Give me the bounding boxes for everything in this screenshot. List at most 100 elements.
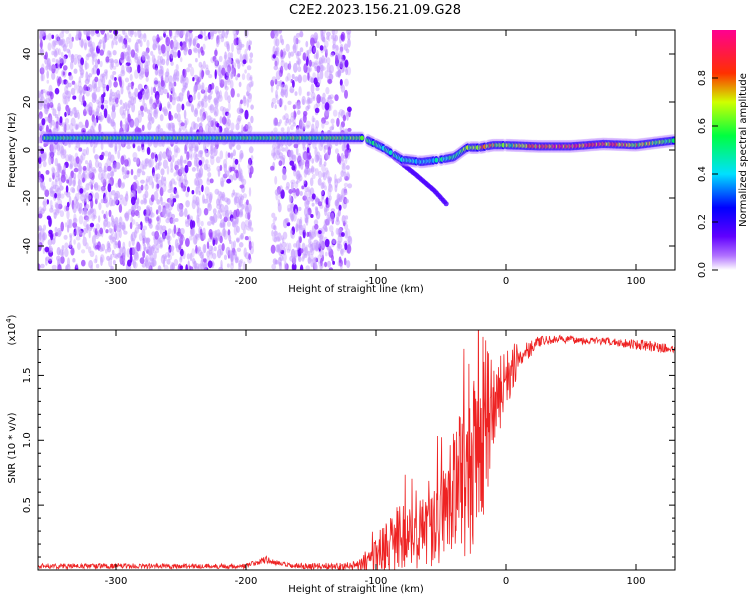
noise-blob [347,235,353,246]
noise-blob [116,225,122,233]
noise-blob [73,239,76,245]
noise-blob [292,122,297,127]
noise-blob [214,69,217,80]
noise-blob [303,180,308,188]
noise-blob [132,181,137,192]
x-tick-label: 0 [503,576,509,587]
noise-blob [297,66,302,73]
noise-blob [206,115,212,123]
noise-blob [284,218,289,224]
noise-blob [46,102,50,110]
noise-blob [310,233,315,240]
noise-blob [93,52,99,57]
noise-blob [98,202,102,211]
noise-blob [340,84,343,89]
noise-blob [205,141,210,148]
noise-blob [128,91,132,99]
noise-blob [159,224,163,235]
noise-blob [113,59,119,64]
noise-blob [297,74,303,84]
noise-blob [231,241,235,251]
noise-blob [106,240,111,251]
noise-blob [95,58,99,69]
noise-blob [249,171,252,179]
noise-blob [290,124,294,131]
noise-blob [109,88,113,99]
noise-blob [173,39,179,50]
noise-blob [166,165,170,175]
noise-blob [308,189,312,199]
noise-blob [57,203,63,210]
noise-blob [304,187,310,192]
noise-blob [346,30,352,35]
noise-blob [193,123,199,130]
noise-blob [158,206,162,212]
noise-blob [84,204,90,209]
noise-blob [328,184,333,193]
noise-blob [244,109,249,120]
noise-blob [195,153,199,159]
noise-blob [185,220,190,228]
noise-blob [79,64,84,69]
noise-blob [144,213,150,223]
noise-blob [176,175,182,182]
noise-blob [212,208,217,215]
noise-blob [84,42,87,51]
noise-blob [207,121,212,127]
noise-blob [246,83,251,93]
noise-blob [233,38,238,46]
noise-blob [55,202,59,209]
noise-blob [97,185,101,192]
noise-blob [192,235,198,245]
noise-blob [305,50,309,56]
noise-blob [119,106,124,116]
noise-blob [294,76,299,82]
noise-blob [144,64,150,73]
noise-blob [295,180,299,185]
noise-blob [91,56,95,66]
noise-blob [141,262,146,268]
noise-blob [310,83,315,94]
noise-blob [226,112,231,119]
noise-blob [312,117,316,123]
noise-blob [77,226,81,234]
noise-blob [315,52,319,60]
noise-blob [232,149,236,157]
noise-blob [295,188,300,197]
noise-blob [175,64,179,71]
noise-blob [240,233,244,240]
noise-blob [289,202,294,209]
noise-blob [151,258,156,267]
noise-blob [230,252,235,262]
noise-blob [337,242,341,249]
noise-blob [202,244,206,254]
noise-blob [202,194,205,204]
noise-blob [343,171,347,180]
noise-blob [140,179,145,184]
noise-blob [168,111,172,121]
noise-blob [70,247,75,256]
noise-blob [108,227,113,233]
noise-blob [304,190,308,200]
noise-blob [215,233,220,241]
noise-blob [332,44,335,51]
noise-blob [178,211,183,217]
noise-blob [63,234,68,240]
noise-blob [324,152,330,160]
noise-blob [197,34,203,39]
noise-blob [336,178,341,184]
noise-blob [172,198,177,203]
noise-blob [295,224,301,231]
noise-blob [122,30,126,35]
noise-blob [233,240,237,248]
noise-blob [81,208,84,215]
noise-blob [70,117,76,127]
noise-blob [226,118,232,127]
noise-blob [185,238,190,247]
noise-blob [307,207,312,216]
noise-blob [310,247,315,256]
noise-blob [128,67,131,73]
noise-blob [184,119,188,129]
noise-blob [249,76,253,81]
